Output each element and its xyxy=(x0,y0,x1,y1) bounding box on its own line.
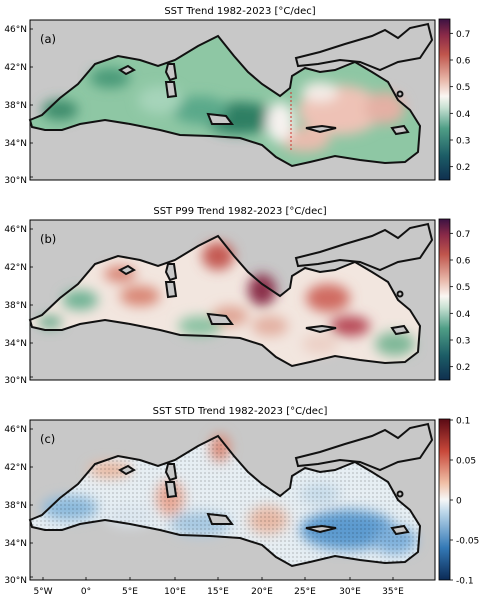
latitude-tick-labels: 46°N 42°N 38°N 34°N 30°N 46°N 42°N 38°N 34°N 30°N… xyxy=(4,25,33,586)
panel-b-title: SST P99 Trend 1982-2023 [°C/dec] xyxy=(153,206,326,217)
latitude-tick-label: 38°N xyxy=(4,301,27,311)
panel-a-title: SST Trend 1982-2023 [°C/dec] xyxy=(164,6,315,17)
panel-c-tag: (c) xyxy=(40,432,55,446)
longitude-tick-label: 0° xyxy=(81,587,91,597)
panel-c-title: SST STD Trend 1982-2023 [°C/dec] xyxy=(153,406,328,417)
latitude-tick-label: 46°N xyxy=(4,425,27,435)
colorbar-tick-label: 0 xyxy=(456,497,462,507)
panel-a: SST Trend 1982-2023 [°C/dec] xyxy=(28,6,471,181)
panel-a-colorbar-ticks: 0.7 0.6 0.5 0.4 0.3 0.2 xyxy=(450,30,471,173)
latitude-tick-label: 34°N xyxy=(4,139,27,149)
panel-a-coastlines xyxy=(28,22,434,168)
latitude-tick-label: 42°N xyxy=(4,263,27,273)
panel-c-colorbar-ticks: 0.1 0.05 0 -0.05 -0.1 xyxy=(450,417,479,587)
longitude-tick-label: 5°E xyxy=(122,587,138,597)
latitude-tick-label: 34°N xyxy=(4,539,27,549)
longitude-tick-label: 25°E xyxy=(294,587,316,597)
longitude-tick-label: 15°E xyxy=(207,587,229,597)
panel-c-colorbar xyxy=(438,418,451,581)
longitude-tick-label: 10°E xyxy=(164,587,186,597)
colorbar-tick-label: 0.6 xyxy=(456,57,471,67)
colorbar-tick-label: 0.4 xyxy=(456,310,471,320)
colorbar-tick-label: 0.7 xyxy=(456,30,470,40)
colorbar-tick-label: 0.2 xyxy=(456,163,470,173)
longitude-tick-label: 30°E xyxy=(339,587,361,597)
colorbar-tick-label: 0.5 xyxy=(456,283,470,293)
longitude-tick-label: 5°W xyxy=(33,587,52,597)
panel-b: SST P99 Trend 1982-2023 [°C/dec] xyxy=(28,206,471,381)
panel-b-colorbar xyxy=(438,218,451,381)
panel-a-colorbar xyxy=(438,18,451,181)
latitude-tick-label: 38°N xyxy=(4,101,27,111)
colorbar-tick-label: 0.05 xyxy=(456,457,476,467)
colorbar-tick-label: 0.7 xyxy=(456,230,470,240)
latitude-tick-label: 30°N xyxy=(4,376,27,386)
panel-b-tag: (b) xyxy=(40,232,56,246)
latitude-tick-label: 46°N xyxy=(4,25,27,35)
latitude-tick-label: 34°N xyxy=(4,339,27,349)
panel-b-colorbar-ticks: 0.7 0.6 0.5 0.4 0.3 0.2 xyxy=(450,230,471,373)
panel-a-tag: (a) xyxy=(40,32,56,46)
panel-c-coastlines xyxy=(28,422,434,568)
colorbar-tick-label: 0.1 xyxy=(456,417,470,427)
panel-c: SST STD Trend 1982-2023 [°C/dec] xyxy=(28,406,479,587)
colorbar-tick-label: 0.6 xyxy=(456,257,471,267)
latitude-tick-label: 46°N xyxy=(4,225,27,235)
colorbar-tick-label: 0.4 xyxy=(456,110,471,120)
colorbar-tick-label: 0.3 xyxy=(456,137,470,147)
panel-b-coastlines xyxy=(28,222,434,368)
latitude-tick-label: 42°N xyxy=(4,63,27,73)
longitude-tick-label: 20°E xyxy=(251,587,273,597)
latitude-tick-label: 42°N xyxy=(4,463,27,473)
colorbar-tick-label: -0.05 xyxy=(456,537,479,547)
latitude-tick-label: 30°N xyxy=(4,176,27,186)
longitude-tick-labels: 5°W 0° 5°E 10°E 15°E 20°E 25°E 30°E 35°E xyxy=(33,577,404,597)
colorbar-tick-label: 0.3 xyxy=(456,337,470,347)
colorbar-tick-label: 0.2 xyxy=(456,363,470,373)
colorbar-tick-label: 0.5 xyxy=(456,83,470,93)
latitude-tick-label: 30°N xyxy=(4,576,27,586)
latitude-tick-label: 38°N xyxy=(4,501,27,511)
longitude-tick-label: 35°E xyxy=(382,587,404,597)
colorbar-tick-label: -0.1 xyxy=(456,577,474,587)
